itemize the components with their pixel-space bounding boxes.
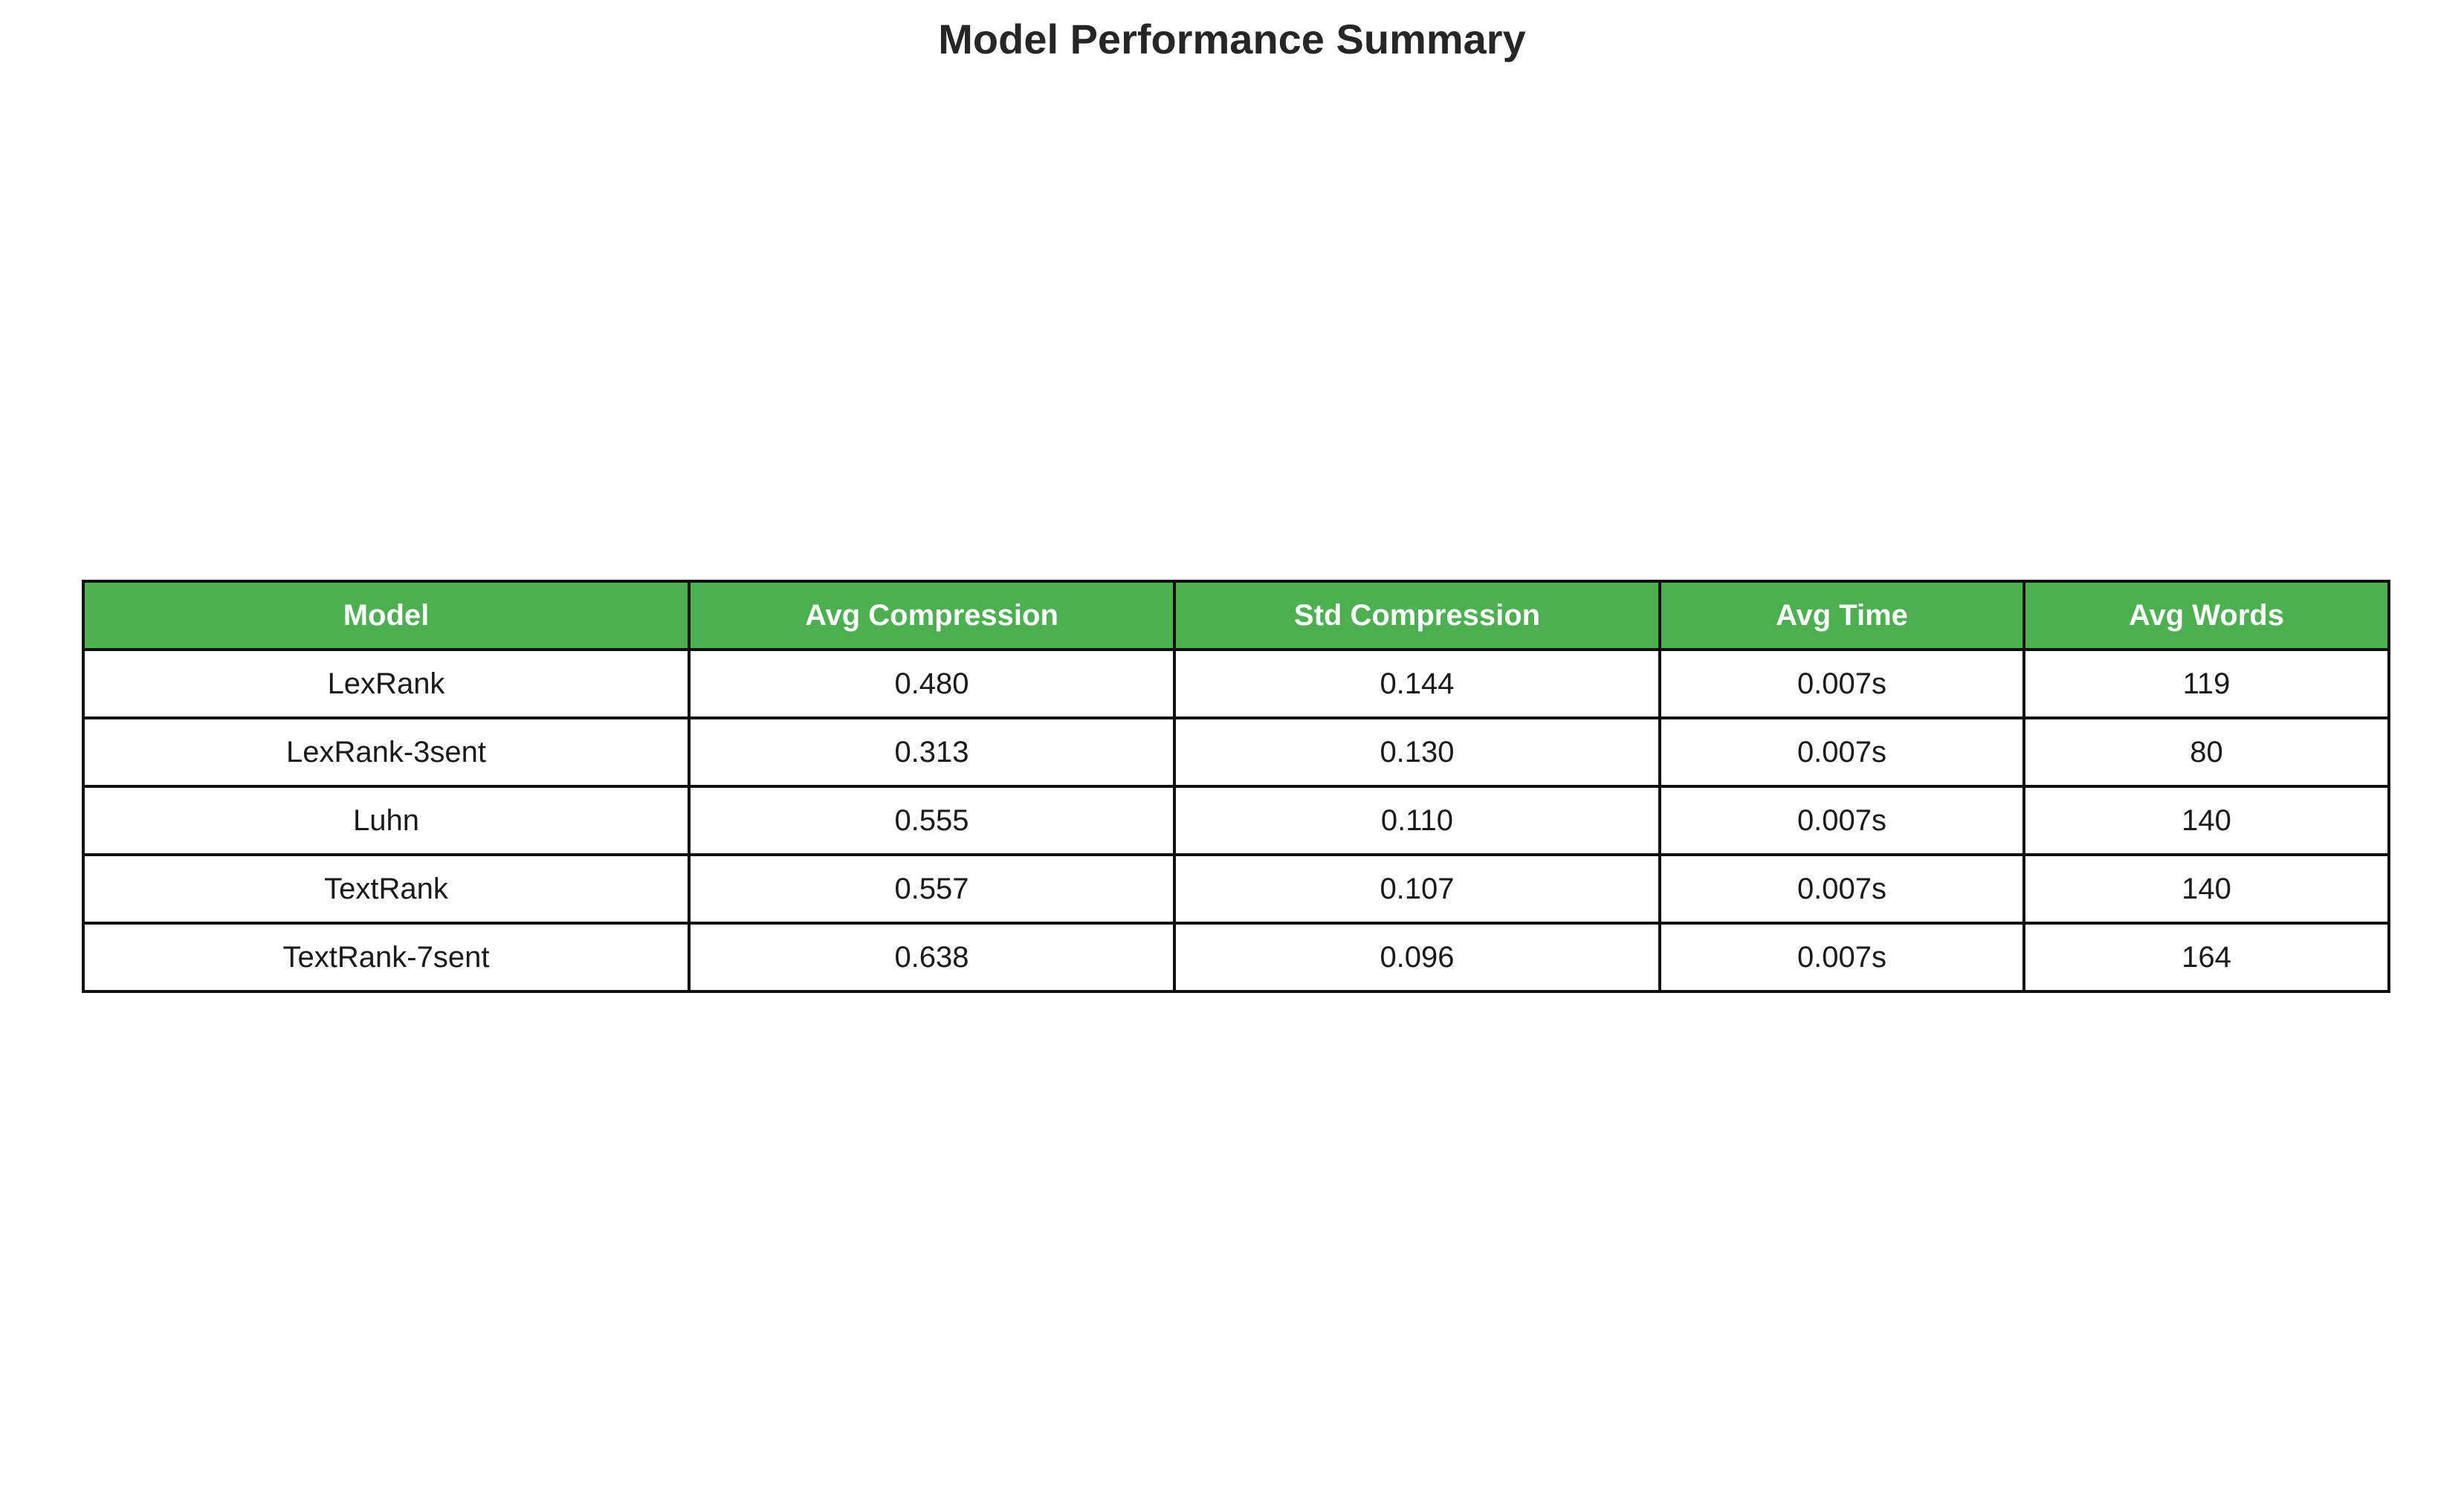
cell-avg-time: 0.007s (1658, 922, 2025, 993)
header-model: Model (82, 580, 691, 651)
header-avg-time: Avg Time (1658, 580, 2025, 651)
chart-title: Model Performance Summary (938, 16, 1526, 62)
header-avg-words: Avg Words (2022, 580, 2390, 651)
header-std-compression: Std Compression (1173, 580, 1661, 651)
table-row: TextRank 0.557 0.107 0.007s 140 (82, 853, 2390, 925)
cell-std-compression: 0.096 (1173, 922, 1661, 993)
table-row: Luhn 0.555 0.110 0.007s 140 (82, 785, 2390, 856)
cell-avg-time: 0.007s (1658, 785, 2025, 856)
cell-avg-compression: 0.480 (688, 648, 1176, 719)
cell-model: LexRank-3sent (82, 716, 691, 788)
table-row: LexRank 0.480 0.144 0.007s 119 (82, 648, 2390, 719)
cell-avg-words: 140 (2022, 785, 2390, 856)
cell-avg-compression: 0.557 (688, 853, 1176, 925)
cell-model: TextRank-7sent (82, 922, 691, 993)
cell-avg-words: 140 (2022, 853, 2390, 925)
cell-model: TextRank (82, 853, 691, 925)
cell-avg-compression: 0.313 (688, 716, 1176, 788)
cell-avg-time: 0.007s (1658, 853, 2025, 925)
summary-table-container: Model Avg Compression Std Compression Av… (82, 580, 2390, 993)
cell-model: Luhn (82, 785, 691, 856)
table-header-row: Model Avg Compression Std Compression Av… (82, 580, 2390, 651)
cell-avg-words: 119 (2022, 648, 2390, 719)
cell-avg-time: 0.007s (1658, 648, 2025, 719)
cell-avg-words: 164 (2022, 922, 2390, 993)
cell-model: LexRank (82, 648, 691, 719)
summary-table: Model Avg Compression Std Compression Av… (82, 580, 2390, 993)
cell-avg-compression: 0.555 (688, 785, 1176, 856)
cell-std-compression: 0.107 (1173, 853, 1661, 925)
table-row: LexRank-3sent 0.313 0.130 0.007s 80 (82, 716, 2390, 788)
cell-avg-words: 80 (2022, 716, 2390, 788)
cell-avg-time: 0.007s (1658, 716, 2025, 788)
cell-std-compression: 0.110 (1173, 785, 1661, 856)
cell-std-compression: 0.130 (1173, 716, 1661, 788)
cell-avg-compression: 0.638 (688, 922, 1176, 993)
table-row: TextRank-7sent 0.638 0.096 0.007s 164 (82, 922, 2390, 993)
header-avg-compression: Avg Compression (688, 580, 1176, 651)
cell-std-compression: 0.144 (1173, 648, 1661, 719)
